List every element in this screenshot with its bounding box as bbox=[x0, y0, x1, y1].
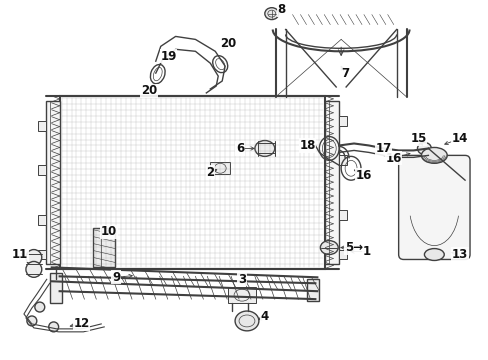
Bar bbox=[210, 162, 230, 174]
Text: 15: 15 bbox=[409, 132, 426, 145]
Text: 16: 16 bbox=[355, 169, 371, 182]
Bar bbox=[38, 249, 46, 260]
Ellipse shape bbox=[421, 148, 447, 163]
Text: 12: 12 bbox=[73, 318, 89, 330]
Text: 3: 3 bbox=[238, 273, 245, 286]
Text: 13: 13 bbox=[451, 248, 468, 261]
Bar bbox=[50, 273, 61, 303]
Text: 20: 20 bbox=[220, 37, 236, 50]
Text: 6: 6 bbox=[235, 142, 244, 155]
Text: 2: 2 bbox=[206, 166, 214, 179]
Bar bbox=[93, 228, 115, 267]
Text: 10: 10 bbox=[101, 225, 117, 238]
Text: 14: 14 bbox=[451, 132, 468, 145]
Bar bbox=[339, 249, 346, 260]
Text: 20: 20 bbox=[141, 85, 157, 98]
Text: 8: 8 bbox=[277, 3, 285, 16]
Ellipse shape bbox=[320, 240, 338, 255]
Bar bbox=[228, 287, 255, 303]
Bar bbox=[339, 210, 346, 220]
Text: 11: 11 bbox=[12, 248, 28, 261]
Text: 4: 4 bbox=[260, 310, 268, 324]
Text: 18: 18 bbox=[299, 139, 315, 152]
Ellipse shape bbox=[26, 261, 41, 277]
Text: 16: 16 bbox=[385, 152, 401, 165]
Ellipse shape bbox=[417, 143, 430, 154]
Text: 9: 9 bbox=[112, 271, 120, 284]
Ellipse shape bbox=[49, 322, 59, 332]
Text: 1: 1 bbox=[362, 245, 370, 258]
Ellipse shape bbox=[254, 140, 274, 156]
Bar bbox=[307, 279, 319, 301]
Bar bbox=[325, 101, 339, 265]
Bar bbox=[339, 116, 346, 126]
Ellipse shape bbox=[264, 8, 278, 19]
Ellipse shape bbox=[26, 249, 41, 265]
Text: 19: 19 bbox=[160, 50, 177, 63]
Text: 7: 7 bbox=[340, 67, 348, 80]
Ellipse shape bbox=[35, 302, 45, 312]
Ellipse shape bbox=[424, 248, 443, 261]
Ellipse shape bbox=[27, 316, 37, 326]
Bar bbox=[46, 101, 60, 265]
Ellipse shape bbox=[235, 311, 258, 331]
Text: 5→: 5→ bbox=[344, 241, 363, 254]
Bar bbox=[38, 215, 46, 225]
Bar bbox=[38, 165, 46, 175]
Bar bbox=[38, 121, 46, 131]
Bar bbox=[339, 156, 346, 165]
FancyBboxPatch shape bbox=[398, 156, 469, 260]
Bar bbox=[60, 96, 325, 269]
Text: 17: 17 bbox=[375, 142, 391, 155]
